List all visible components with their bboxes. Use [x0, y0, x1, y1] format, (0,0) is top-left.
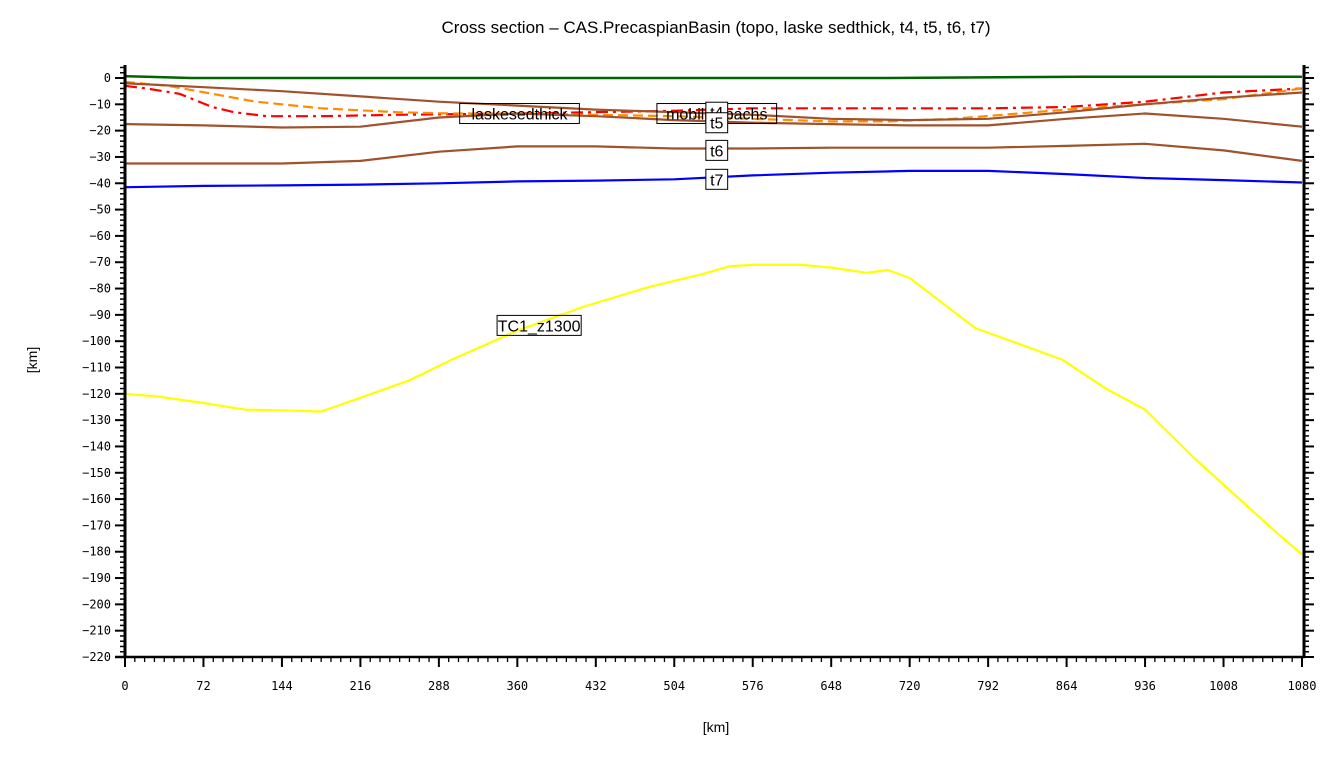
svg-text:t5: t5	[710, 116, 723, 133]
y-tick-label: −60	[89, 229, 111, 243]
y-tick-label: 0	[104, 71, 111, 85]
y-tick-label: −40	[89, 176, 111, 190]
svg-text:TC1_z1300: TC1_z1300	[498, 318, 581, 335]
y-tick-label: −90	[89, 308, 111, 322]
y-tick-label: −20	[89, 124, 111, 138]
label-t6: t6	[705, 139, 729, 161]
x-axis-label: [km]	[702, 719, 730, 735]
x-tick-label: 648	[820, 679, 842, 693]
y-tick-label: −190	[82, 571, 111, 585]
series-topo	[124, 74, 1302, 80]
x-tick-label: 792	[977, 679, 999, 693]
x-tick-label: 720	[899, 679, 921, 693]
y-tick-label: −120	[82, 387, 111, 401]
y-tick-label: −130	[82, 413, 111, 427]
svg-text:t7: t7	[710, 172, 723, 189]
y-tick-label: −200	[82, 597, 111, 611]
y-tick-label: −110	[82, 361, 111, 375]
svg-text:laskesedthick: laskesedthick	[471, 107, 568, 124]
y-tick-label: −70	[89, 255, 111, 269]
x-tick-label: 504	[663, 679, 685, 693]
x-tick-label: 360	[506, 679, 528, 693]
y-tick-label: −80	[89, 282, 111, 296]
x-tick-label: 1080	[1288, 679, 1317, 693]
x-tick-label: 144	[271, 679, 293, 693]
x-tick-label: 576	[742, 679, 764, 693]
label-tc1-z1300: TC1_z1300	[496, 314, 582, 336]
x-tick-label: 72	[196, 679, 210, 693]
label-t5: t5	[705, 112, 729, 134]
x-tick-label: 936	[1134, 679, 1156, 693]
x-tick-label: 288	[428, 679, 450, 693]
svg-text:t6: t6	[710, 143, 723, 160]
y-tick-label: −220	[82, 650, 111, 664]
y-tick-label: −210	[82, 624, 111, 638]
series-layer	[124, 74, 1303, 556]
y-tick-label: −50	[89, 203, 111, 217]
axes-frame: 0 −10 −20 −30 −40 −50 −60 −70 −80 −90 −100 −110 −120…	[82, 65, 1316, 693]
x-tick-label: 432	[585, 679, 607, 693]
y-tick-label: −180	[82, 545, 111, 559]
series-tc1-z1300	[124, 263, 1303, 556]
x-tick-label: 0	[121, 679, 128, 693]
y-tick-label: −140	[82, 439, 111, 453]
x-tick-label: 216	[350, 679, 372, 693]
y-tick-label: −170	[82, 518, 111, 532]
y-tick-label: −160	[82, 492, 111, 506]
y-tick-label: −150	[82, 466, 111, 480]
y-tick-label: −100	[82, 334, 111, 348]
label-laskesedthick: laskesedthick	[459, 103, 580, 125]
chart-title: Cross section – CAS.PrecaspianBasin (top…	[441, 18, 991, 37]
x-tick-label: 1008	[1209, 679, 1238, 693]
inline-labels: laskesedthickmobilisopachst4t5t6t7TC1_z1…	[459, 101, 778, 336]
x-tick-label: 864	[1056, 679, 1078, 693]
y-tick-label: −10	[89, 97, 111, 111]
y-tick-label: −30	[89, 150, 111, 164]
label-t7: t7	[705, 168, 729, 190]
